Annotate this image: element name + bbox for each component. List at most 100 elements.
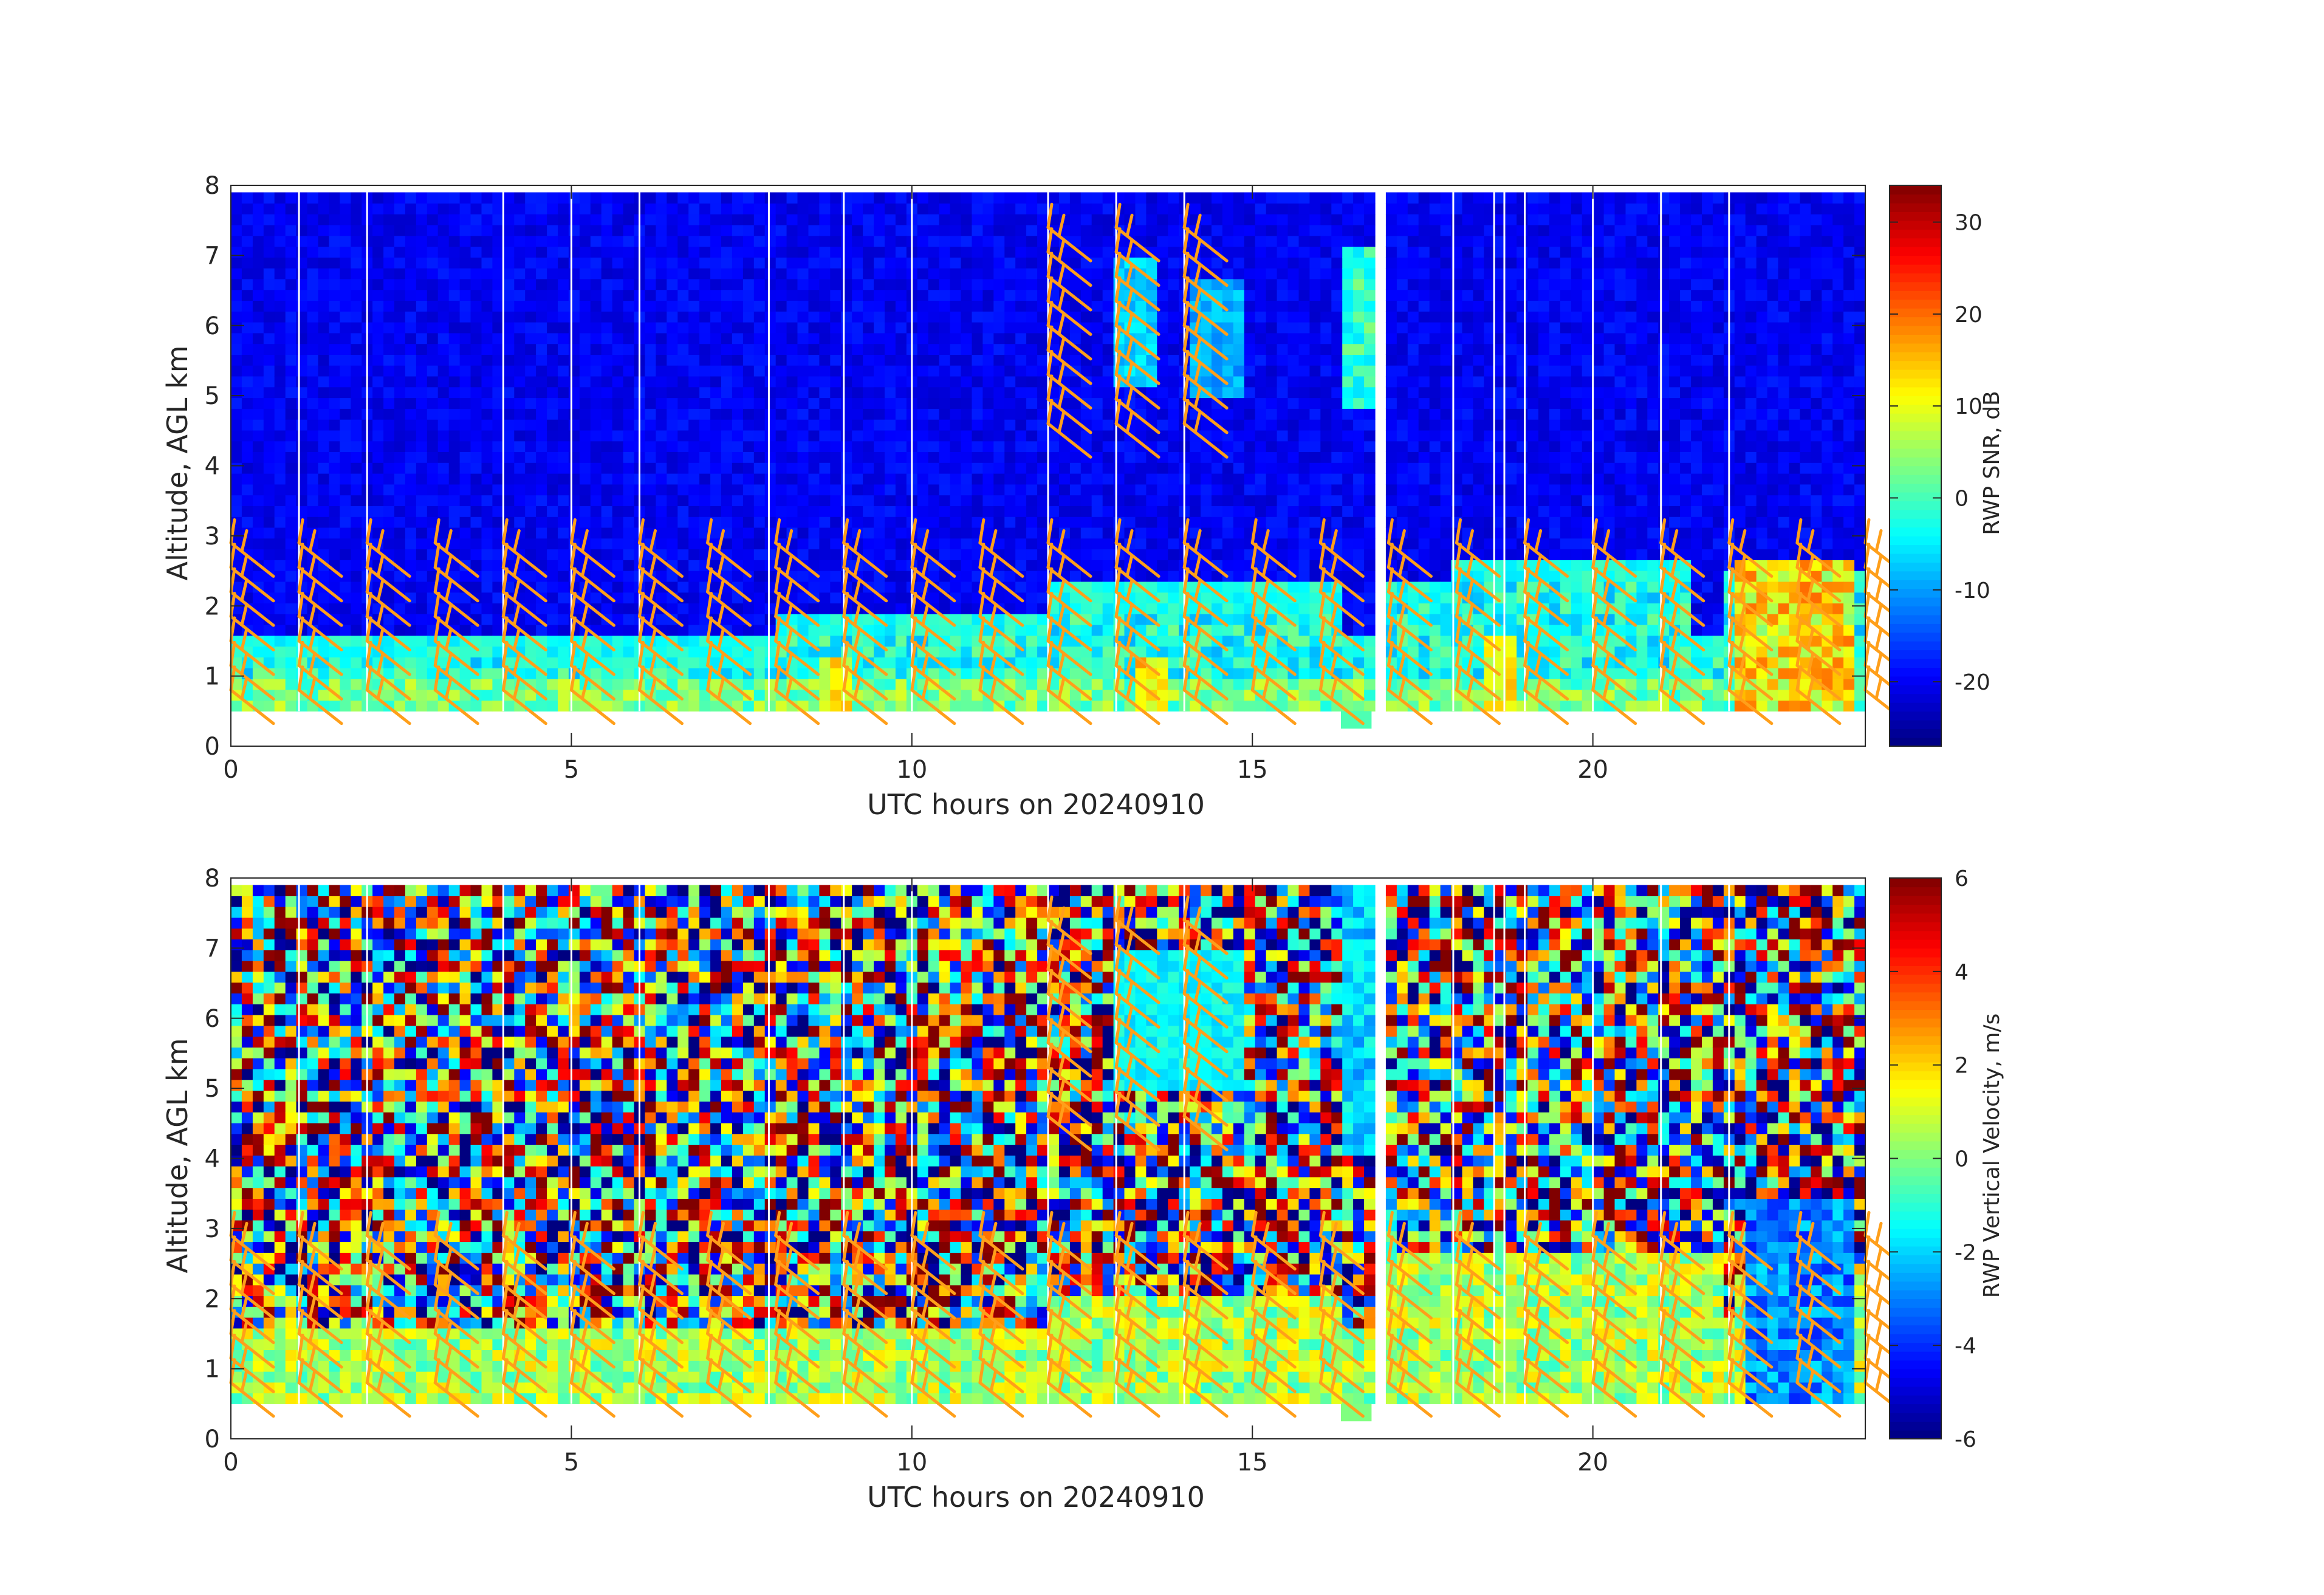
snr-cell: [710, 495, 722, 506]
snr-cell: [329, 451, 340, 463]
snr-cell: [1102, 527, 1114, 539]
snr-cell: [1102, 332, 1114, 345]
snr-cell: [481, 603, 493, 614]
snr-cell: [558, 343, 569, 355]
snr-cell: [547, 689, 558, 701]
snr-cell: [296, 441, 308, 452]
snr-cell: [427, 592, 439, 604]
snr-cell: [699, 268, 711, 280]
snr-cell: [459, 527, 471, 539]
snr-cell: [481, 343, 493, 355]
snr-cell: [1146, 289, 1157, 301]
snr-cell: [448, 235, 461, 247]
snr-cell: [1353, 538, 1365, 550]
snr-cell: [1287, 549, 1299, 560]
snr-cell: [623, 506, 635, 517]
snr-cell: [885, 614, 896, 625]
snr-cell: [1331, 506, 1343, 517]
snr-cell: [427, 354, 439, 366]
snr-cell: [1342, 462, 1354, 474]
snr-cell: [797, 408, 809, 420]
snr-cell: [1102, 473, 1114, 485]
snr-cell: [503, 462, 515, 474]
snr-cell: [405, 679, 417, 690]
snr-cell: [1353, 581, 1365, 593]
snr-cell: [612, 635, 624, 647]
snr-cell: [1222, 506, 1234, 517]
snr-cell: [329, 386, 340, 399]
snr-cell: [459, 343, 471, 355]
snr-heatmap: [231, 192, 1866, 729]
snr-cell: [307, 516, 318, 528]
snr-cell: [928, 506, 940, 517]
snr-cell: [1102, 311, 1114, 323]
snr-cell: [1102, 571, 1114, 582]
snr-cell: [1168, 581, 1179, 593]
snr-cell: [667, 246, 678, 258]
snr-cell: [830, 419, 842, 431]
snr-cell: [1004, 397, 1016, 409]
snr-cell: [895, 635, 907, 647]
snr-cell: [1091, 224, 1103, 236]
snr-cell: [732, 484, 744, 496]
snr-cell: [819, 657, 831, 668]
snr-cell: [1331, 268, 1343, 280]
snr-cell: [503, 322, 515, 334]
snr-cell: [874, 300, 885, 312]
snr-cell: [252, 289, 264, 301]
snr-cell: [307, 192, 318, 204]
snr-cell: [307, 354, 318, 366]
snr-cell: [1233, 322, 1245, 334]
snr-cell: [1157, 484, 1168, 496]
snr-cell: [1298, 203, 1310, 214]
snr-cell: [448, 441, 461, 452]
snr-cell: [558, 614, 569, 625]
snr-cell: [1069, 473, 1081, 485]
snr-cell: [252, 300, 264, 312]
snr-cell: [307, 376, 318, 388]
snr-cell: [351, 343, 362, 355]
snr-cell: [1266, 462, 1278, 474]
snr-cell: [340, 257, 351, 269]
snr-cell: [536, 700, 547, 712]
snr-cell: [1277, 354, 1289, 366]
snr-cell: [416, 343, 428, 355]
snr-cell: [710, 473, 722, 485]
snr-cell: [318, 408, 329, 420]
snr-cell: [1026, 419, 1038, 431]
snr-cell: [874, 376, 885, 388]
snr-cell: [852, 343, 863, 355]
snr-cell: [492, 419, 504, 431]
snr-cell: [427, 235, 439, 247]
snr-cell: [437, 625, 450, 636]
snr-cell: [710, 441, 722, 452]
snr-cell: [1004, 311, 1016, 323]
snr-cell: [764, 625, 776, 636]
snr-cell: [775, 581, 787, 593]
snr-cell: [470, 192, 482, 204]
snr-cell: [645, 419, 656, 431]
snr-cell: [753, 679, 766, 690]
snr-cell: [950, 679, 962, 690]
snr-cell: [601, 495, 613, 506]
snr-cell: [819, 635, 831, 647]
snr-cell: [416, 397, 428, 409]
snr-cell: [939, 376, 951, 388]
snr-cell: [231, 419, 242, 431]
snr-cell: [547, 516, 558, 528]
snr-cell: [667, 419, 678, 431]
snr-cell: [1353, 235, 1365, 247]
snr-cell: [808, 484, 820, 496]
snr-cell: [645, 516, 656, 528]
snr-cell: [1287, 538, 1299, 550]
snr-cell: [525, 495, 536, 506]
snr-cell: [416, 322, 428, 334]
snr-cell: [885, 246, 896, 258]
snr-cell: [710, 560, 722, 571]
snr-cell: [753, 625, 766, 636]
snr-cell: [874, 506, 885, 517]
snr-cell: [492, 365, 504, 377]
snr-cell: [340, 538, 351, 550]
snr-cell: [885, 192, 896, 204]
snr-cell: [1091, 668, 1103, 679]
